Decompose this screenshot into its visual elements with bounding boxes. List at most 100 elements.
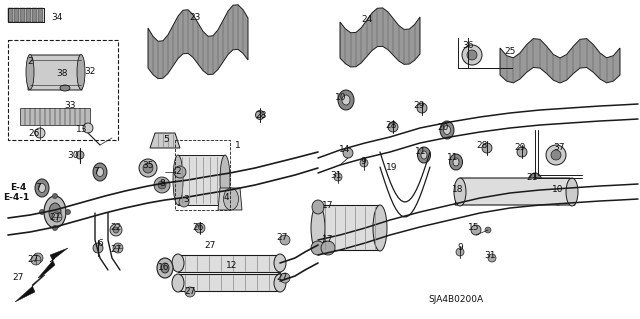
- Ellipse shape: [93, 163, 107, 181]
- Ellipse shape: [44, 196, 66, 228]
- Text: 2: 2: [175, 167, 181, 176]
- Circle shape: [321, 241, 335, 255]
- Polygon shape: [500, 39, 620, 83]
- Ellipse shape: [97, 167, 104, 176]
- Text: 34: 34: [51, 12, 63, 21]
- Text: 28: 28: [476, 140, 488, 150]
- Circle shape: [388, 122, 398, 132]
- Text: 27: 27: [110, 246, 122, 255]
- Polygon shape: [340, 8, 420, 67]
- Circle shape: [35, 128, 45, 138]
- Circle shape: [83, 123, 93, 133]
- Circle shape: [40, 210, 45, 214]
- Text: E-4: E-4: [10, 183, 26, 192]
- Ellipse shape: [223, 188, 239, 210]
- Text: 31: 31: [484, 251, 496, 261]
- Text: 27: 27: [276, 273, 288, 283]
- Text: 25: 25: [504, 48, 516, 56]
- Polygon shape: [318, 205, 380, 250]
- Text: 8: 8: [159, 179, 165, 188]
- Polygon shape: [178, 274, 280, 291]
- Circle shape: [93, 243, 103, 253]
- Ellipse shape: [274, 254, 286, 272]
- Polygon shape: [14, 8, 19, 22]
- Circle shape: [65, 210, 70, 214]
- Text: 5: 5: [163, 136, 169, 145]
- Polygon shape: [455, 178, 575, 205]
- Text: 1: 1: [235, 140, 241, 150]
- Text: 21: 21: [526, 174, 538, 182]
- Text: 30: 30: [67, 151, 79, 160]
- Polygon shape: [32, 8, 37, 22]
- Circle shape: [551, 150, 561, 160]
- Ellipse shape: [60, 85, 70, 91]
- Text: 29: 29: [515, 144, 525, 152]
- Circle shape: [462, 45, 482, 65]
- Circle shape: [417, 103, 427, 113]
- Ellipse shape: [454, 178, 466, 206]
- Circle shape: [488, 254, 496, 262]
- Ellipse shape: [550, 185, 566, 205]
- Circle shape: [485, 227, 491, 233]
- Text: 9: 9: [457, 243, 463, 253]
- Text: 18: 18: [452, 186, 464, 195]
- Circle shape: [546, 145, 566, 165]
- Text: 2: 2: [27, 57, 33, 66]
- Ellipse shape: [373, 205, 387, 251]
- Circle shape: [76, 151, 84, 159]
- Ellipse shape: [453, 158, 459, 166]
- Text: 22: 22: [110, 224, 122, 233]
- Ellipse shape: [172, 254, 184, 272]
- Ellipse shape: [449, 154, 463, 170]
- Circle shape: [311, 241, 325, 255]
- Text: 27: 27: [204, 241, 216, 249]
- Ellipse shape: [528, 173, 542, 191]
- Circle shape: [113, 243, 123, 253]
- Circle shape: [517, 147, 527, 157]
- Bar: [8, 40, 118, 140]
- Polygon shape: [26, 8, 31, 22]
- Text: 14: 14: [339, 145, 351, 154]
- Text: 28: 28: [385, 121, 397, 130]
- Circle shape: [334, 173, 342, 181]
- Circle shape: [185, 287, 195, 297]
- Text: SJA4B0200A: SJA4B0200A: [428, 295, 484, 305]
- Circle shape: [255, 110, 264, 120]
- Text: 11: 11: [447, 153, 459, 162]
- Text: 11: 11: [415, 147, 427, 157]
- Polygon shape: [28, 55, 82, 90]
- Polygon shape: [178, 155, 225, 205]
- Text: 27: 27: [276, 234, 288, 242]
- Circle shape: [143, 163, 153, 173]
- Ellipse shape: [417, 147, 431, 163]
- Ellipse shape: [531, 177, 538, 187]
- Text: 10: 10: [552, 186, 564, 195]
- Text: 16: 16: [158, 263, 170, 272]
- Circle shape: [467, 50, 477, 60]
- Text: 31: 31: [330, 170, 342, 180]
- Circle shape: [31, 255, 41, 265]
- Text: 23: 23: [189, 13, 201, 23]
- Polygon shape: [20, 108, 90, 125]
- Ellipse shape: [311, 205, 325, 251]
- Text: 12: 12: [227, 262, 237, 271]
- Polygon shape: [150, 133, 180, 148]
- Polygon shape: [20, 8, 25, 22]
- Circle shape: [113, 227, 119, 233]
- Circle shape: [360, 159, 368, 167]
- Ellipse shape: [566, 178, 578, 206]
- Polygon shape: [38, 8, 43, 22]
- Text: 7: 7: [35, 183, 41, 192]
- Text: 26: 26: [192, 224, 204, 233]
- Circle shape: [280, 235, 290, 245]
- Text: 13: 13: [76, 125, 88, 135]
- Text: 24: 24: [362, 16, 372, 25]
- Circle shape: [343, 148, 353, 158]
- Text: 26: 26: [28, 129, 40, 137]
- Text: 10: 10: [335, 93, 347, 102]
- Text: 29: 29: [413, 100, 425, 109]
- Ellipse shape: [157, 258, 173, 278]
- Ellipse shape: [172, 274, 184, 292]
- Ellipse shape: [444, 125, 451, 135]
- Circle shape: [482, 143, 492, 153]
